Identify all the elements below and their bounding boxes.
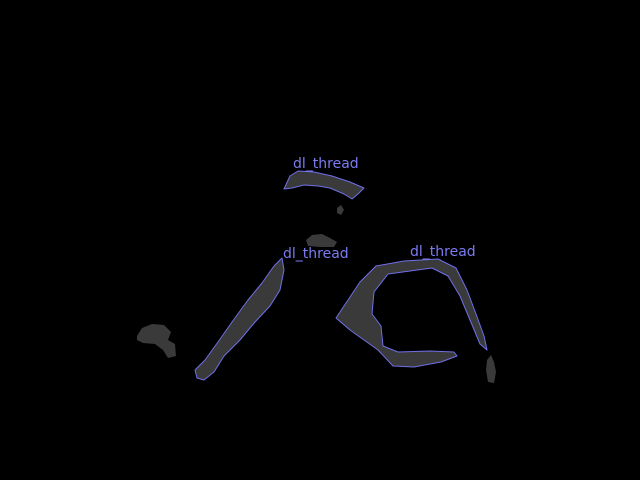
gray-blob-center (306, 234, 337, 247)
segment-right-outline (335, 258, 488, 368)
detection-right: dl_thread (335, 244, 488, 368)
segment-right-fill (336, 259, 487, 367)
detection-left: dl_thread (194, 246, 349, 381)
segment-left-outline (194, 257, 285, 381)
segment-top-fill (284, 171, 364, 199)
gray-blob-left (137, 324, 176, 358)
segment-top-outline (283, 170, 365, 200)
detection-label-left: dl_thread (283, 246, 349, 262)
segment-left-fill (195, 258, 284, 380)
detection-top: dl_thread (283, 156, 365, 200)
detection-label-top: dl_thread (293, 156, 359, 172)
detection-label-right: dl_thread (410, 244, 476, 260)
gray-blob-small (337, 205, 344, 215)
gray-blob-right (486, 355, 496, 383)
